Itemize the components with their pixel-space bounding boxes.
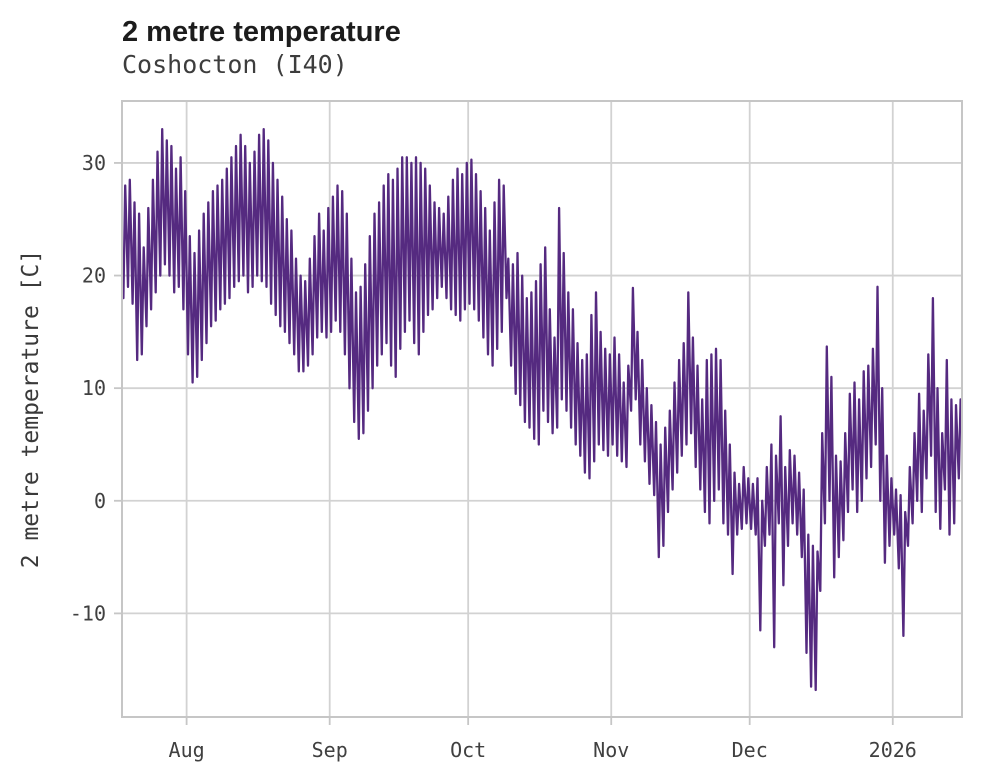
- temperature-line: [122, 128, 962, 692]
- x-tick-label: 2026: [869, 738, 917, 762]
- x-tick-label: Sep: [312, 738, 348, 762]
- x-tick-label: Aug: [169, 738, 205, 762]
- y-tick-label: -10: [70, 601, 106, 625]
- y-tick-label: 10: [82, 376, 106, 400]
- y-tick-label: 0: [94, 489, 106, 513]
- x-tick-label: Dec: [732, 738, 768, 762]
- x-tick-label: Nov: [593, 738, 629, 762]
- chart-title: 2 metre temperature: [122, 16, 401, 48]
- y-tick-label: 30: [82, 151, 106, 175]
- x-tick-label: Oct: [450, 738, 486, 762]
- plot-frame: [121, 100, 963, 718]
- y-tick-label: 20: [82, 264, 106, 288]
- chart-subtitle: Coshocton (I40): [122, 50, 348, 79]
